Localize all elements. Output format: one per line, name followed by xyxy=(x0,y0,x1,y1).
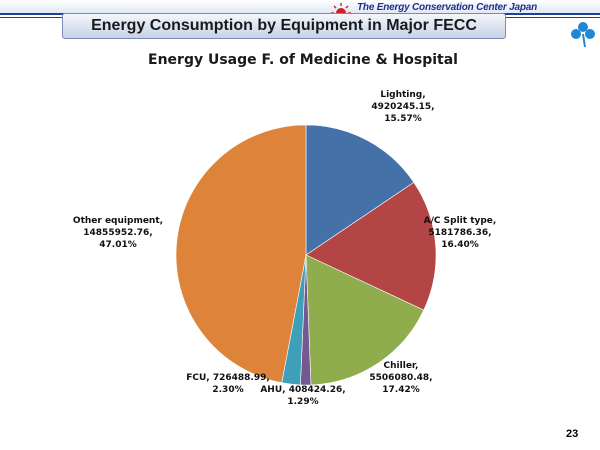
org-name: The Energy Conservation Center Japan xyxy=(357,2,538,13)
data-label-fcu: FCU, 726488.99, 2.30% xyxy=(186,373,270,395)
pie-slice-chiller xyxy=(305,254,425,386)
data-label-a-c-split-type: A/C Split type, 5181786.36, 16.40% xyxy=(424,216,497,250)
chart-area: Energy Usage F. of Medicine & Hospital L… xyxy=(58,38,538,407)
data-label-lighting: Lighting, 4920245.15, 15.57% xyxy=(371,90,434,124)
page-number: 23 xyxy=(566,428,579,440)
header-band xyxy=(0,0,600,14)
slide-title: Energy Consumption by Equipment in Major… xyxy=(62,13,506,39)
pie-chart: Energy Usage F. of Medicine & Hospital L… xyxy=(73,52,497,407)
data-label-ahu: AHU, 408424.26, 1.29% xyxy=(260,385,345,406)
pie-slice-a-c-split-type xyxy=(305,181,437,311)
pie-slice-other-equipment xyxy=(175,124,307,384)
clover-icon xyxy=(571,22,595,48)
pie-slice-lighting xyxy=(305,124,415,256)
data-label-chiller: Chiller, 5506080.48, 17.42% xyxy=(369,361,432,395)
data-label-other-equipment: Other equipment, 14855952.76, 47.01% xyxy=(73,216,163,250)
chart-title: Energy Usage F. of Medicine & Hospital xyxy=(148,52,458,68)
